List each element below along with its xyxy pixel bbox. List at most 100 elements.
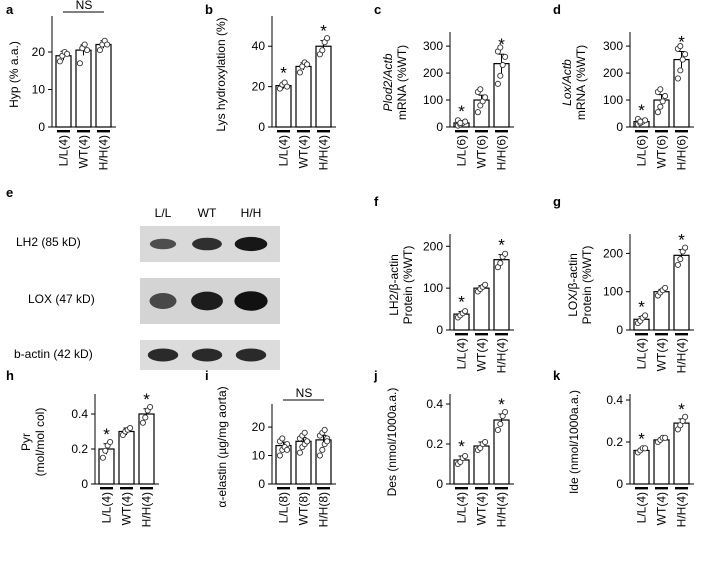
significance-star: * <box>143 390 150 409</box>
y-tick-label: 100 <box>603 93 623 107</box>
data-point <box>104 41 111 48</box>
panel-label-d: d <box>553 2 561 17</box>
data-point <box>502 408 509 416</box>
data-point <box>682 413 689 420</box>
category-label: L/L(8) <box>277 492 291 523</box>
category-label: WT(4) <box>655 492 669 525</box>
data-point <box>304 438 311 445</box>
bar <box>95 43 112 128</box>
category-label: WT(4) <box>77 135 91 168</box>
y-axis-label: Lys hydroxylation (%) <box>214 17 228 131</box>
data-point <box>296 449 303 456</box>
category-label: H/H(4) <box>495 338 509 373</box>
bar <box>118 430 135 485</box>
genotype-marker <box>455 333 468 336</box>
y-tick-label: 200 <box>603 66 623 80</box>
data-point <box>482 281 489 288</box>
y-tick-label: 0 <box>38 120 45 134</box>
category-label: L/L(4) <box>57 135 71 166</box>
y-tick-label: 20 <box>32 45 46 59</box>
blot-band <box>191 348 223 362</box>
category-label: H/H(4) <box>317 135 331 170</box>
chart-g: g 0 100 200 LOX/β-actin Protein (%WT) * L/L(4) W… <box>553 194 694 373</box>
category-label: WT(4) <box>475 492 489 525</box>
category-label: L/L(4) <box>635 338 649 369</box>
data-point <box>674 75 681 82</box>
data-point <box>102 447 109 454</box>
category-label: H/H(4) <box>97 135 111 170</box>
genotype-marker <box>655 487 668 490</box>
bar <box>55 55 72 128</box>
bar <box>275 85 292 128</box>
genotype-marker <box>100 487 113 490</box>
genotype-marker <box>475 333 488 336</box>
data-point <box>284 83 291 90</box>
panel-label-j: j <box>373 368 378 383</box>
chart-d: d 0 100 200 300 Lox/Actb mRNA (%WT) * L/L(6) WT(6… <box>553 2 694 170</box>
data-point <box>76 60 83 67</box>
significance-star: * <box>498 35 505 54</box>
data-point <box>301 429 308 436</box>
data-point <box>324 35 331 42</box>
y-tick-label: 300 <box>423 39 443 53</box>
data-point <box>657 86 664 93</box>
y-tick-label: 300 <box>603 39 623 53</box>
chart-f: f 0 100 200 LH2/β-actin Protein (%WT) * L/L(4) W… <box>374 194 514 373</box>
genotype-marker <box>297 130 310 133</box>
significance-star: * <box>678 32 685 51</box>
genotype-marker <box>57 130 70 133</box>
category-label: H/H(6) <box>495 135 509 170</box>
significance-star: * <box>458 102 465 121</box>
data-point <box>497 420 504 428</box>
blot-column-ll: L/L <box>155 206 172 220</box>
data-point <box>674 261 681 268</box>
y-tick-label: 0 <box>81 477 88 491</box>
genotype-marker <box>297 487 310 490</box>
category-label: WT(8) <box>297 492 311 525</box>
blot-row-label-actin: b-actin (42 kD) <box>14 347 93 361</box>
genotype-marker <box>317 130 330 133</box>
y-axis-label-line1: Plod2/Actb <box>381 53 395 111</box>
blot-band <box>234 291 268 311</box>
y-tick-label: 0.4 <box>426 397 443 411</box>
y-tick-label: 20 <box>252 80 266 94</box>
category-label: L/L(4) <box>277 135 291 166</box>
bar <box>295 65 312 128</box>
genotype-marker <box>77 130 90 133</box>
significance-star: * <box>458 437 465 456</box>
ns-label: NS <box>296 386 313 400</box>
data-point <box>139 419 146 426</box>
data-point <box>657 103 664 110</box>
y-axis-label-line1: Lox/Actb <box>560 59 574 106</box>
category-label: L/L(4) <box>100 492 114 523</box>
category-label: L/L(6) <box>455 135 469 166</box>
category-label: WT(6) <box>475 135 489 168</box>
blot-band <box>149 238 177 250</box>
category-label: L/L(4) <box>455 492 469 523</box>
y-axis-label: α-elastin (µg/mg aorta) <box>215 386 229 507</box>
blot-row-label-lh2: LH2 (85 kD) <box>16 235 81 249</box>
data-point <box>324 438 331 445</box>
blot-band <box>192 237 222 251</box>
genotype-marker <box>635 130 648 133</box>
data-point <box>677 256 684 263</box>
data-point <box>637 118 644 125</box>
genotype-marker <box>495 333 508 336</box>
data-point <box>682 244 689 251</box>
data-point <box>96 47 103 54</box>
blot-row-label-lox: LOX (47 kD) <box>28 292 95 306</box>
significance-star: * <box>638 298 645 317</box>
data-point <box>642 312 649 319</box>
significance-star: * <box>638 101 645 120</box>
data-point <box>662 92 669 100</box>
genotype-marker <box>675 333 688 336</box>
panel-label-i: i <box>205 368 209 383</box>
category-label: L/L(4) <box>455 338 469 369</box>
blot-column-wt: WT <box>198 206 217 220</box>
genotype-marker <box>317 487 330 490</box>
bar <box>473 287 490 331</box>
y-tick-label: 0.4 <box>71 407 88 421</box>
chart-c: c 0 100 200 300 Plod2/Actb mRNA (%WT) * L/L(6) WT… <box>374 2 514 170</box>
y-tick-label: 0.2 <box>71 442 88 456</box>
y-tick-label: 0.4 <box>606 393 623 407</box>
